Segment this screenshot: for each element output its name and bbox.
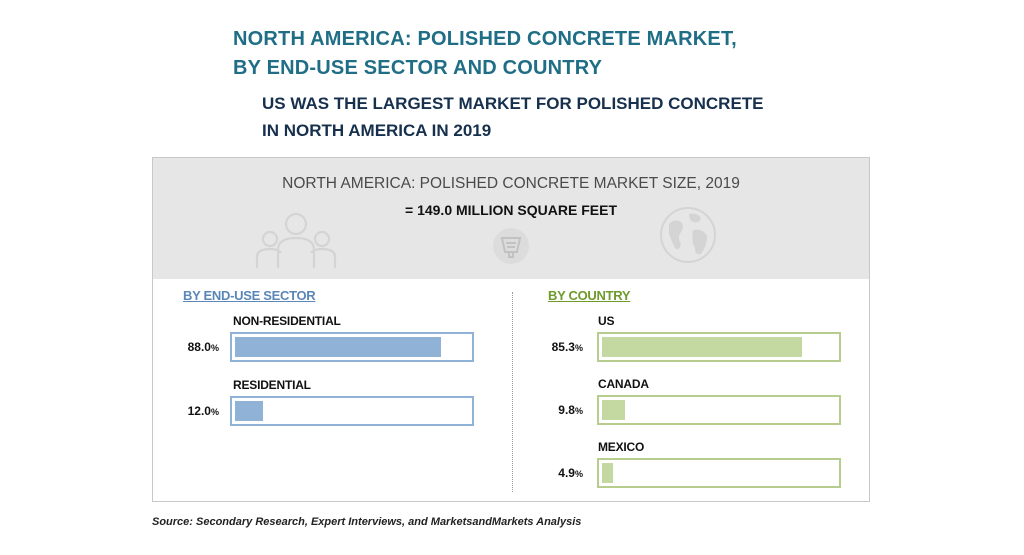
country-heading: BY COUNTRY	[548, 288, 631, 303]
percent-unit: %	[574, 406, 583, 416]
section-divider	[512, 292, 513, 492]
page-title-line-2: BY END-USE SECTOR AND COUNTRY	[233, 57, 603, 79]
market-size-title: NORTH AMERICA: POLISHED CONCRETE MARKET …	[282, 175, 740, 192]
people-icon	[255, 212, 337, 268]
market-size-value: = 149.0 MILLION SQUARE FEET	[405, 202, 617, 218]
percent-unit: %	[574, 469, 583, 479]
country-bar-us	[602, 337, 802, 357]
percent-unit: %	[210, 407, 219, 417]
country-bar-value-canada: 9.8%	[558, 403, 583, 417]
market-size-banner: NORTH AMERICA: POLISHED CONCRETE MARKET …	[153, 158, 869, 279]
country-bar-label-mexico: MEXICO	[598, 440, 645, 454]
end-use-bar-label-residential: RESIDENTIAL	[233, 378, 311, 392]
country-bar-mexico	[602, 463, 613, 483]
country-bar-label-canada: CANADA	[598, 377, 649, 391]
page-title-line-1: NORTH AMERICA: POLISHED CONCRETE MARKET,	[233, 28, 737, 50]
end-use-bar-value-non-residential: 88.0%	[187, 340, 219, 354]
country-bar-label-us: US	[598, 314, 615, 328]
globe-icon	[660, 207, 716, 263]
subtitle-line-1: US WAS THE LARGEST MARKET FOR POLISHED C…	[262, 94, 764, 113]
percent-unit: %	[574, 343, 583, 353]
subtitle-line-2: IN NORTH AMERICA IN 2019	[262, 121, 492, 140]
end-use-bar-label-non-residential: NON-RESIDENTIAL	[233, 314, 341, 328]
percent-unit: %	[210, 343, 219, 353]
source-note: Source: Secondary Research, Expert Inter…	[152, 516, 582, 528]
country-bar-canada	[602, 400, 625, 420]
end-use-bar-residential	[235, 401, 263, 421]
country-bar-value-mexico: 4.9%	[558, 466, 583, 480]
end-use-bar-track-residential	[230, 396, 474, 426]
end-use-sector-heading: BY END-USE SECTOR	[183, 288, 316, 303]
end-use-bar-track-non-residential	[230, 332, 474, 362]
country-bar-track-mexico	[597, 458, 841, 488]
end-use-bar-non-residential	[235, 337, 441, 357]
country-bar-value-us: 85.3%	[551, 340, 583, 354]
concrete-mixer-icon	[493, 228, 529, 264]
infographic-panel: NORTH AMERICA: POLISHED CONCRETE MARKET …	[152, 157, 870, 502]
country-bar-track-us	[597, 332, 841, 362]
country-bar-track-canada	[597, 395, 841, 425]
end-use-bar-value-residential: 12.0%	[187, 404, 219, 418]
